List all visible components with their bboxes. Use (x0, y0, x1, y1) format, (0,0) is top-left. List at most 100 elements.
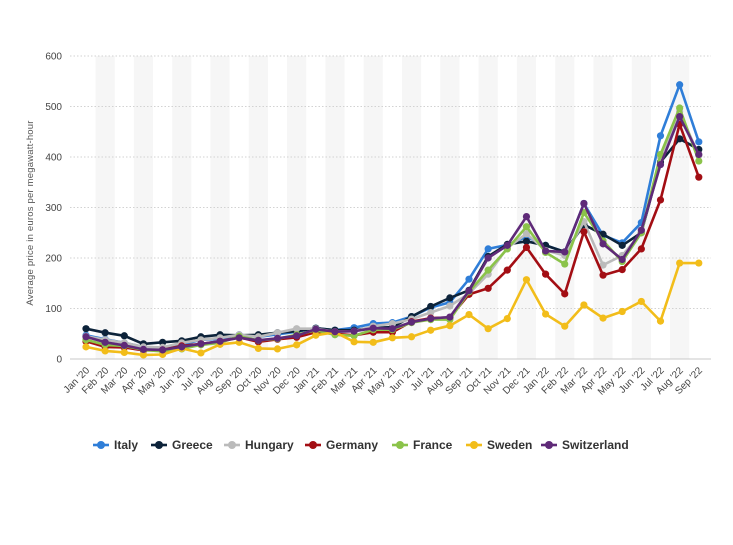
data-point[interactable] (388, 334, 396, 342)
data-point[interactable] (676, 113, 684, 121)
data-point[interactable] (407, 333, 416, 341)
data-point[interactable] (580, 228, 588, 236)
data-point[interactable] (273, 345, 282, 353)
legend-item-sweden[interactable]: Sweden (466, 438, 532, 452)
data-point[interactable] (427, 315, 435, 323)
data-point[interactable] (427, 308, 435, 317)
data-point[interactable] (599, 271, 607, 279)
data-point[interactable] (522, 230, 531, 238)
data-point[interactable] (522, 212, 531, 221)
data-point[interactable] (101, 329, 109, 337)
data-point[interactable] (120, 341, 128, 349)
data-point[interactable] (522, 237, 531, 245)
data-point[interactable] (293, 341, 301, 349)
data-point[interactable] (503, 266, 511, 274)
data-point[interactable] (446, 313, 454, 321)
data-point[interactable] (618, 255, 626, 264)
data-point[interactable] (522, 276, 531, 284)
data-point[interactable] (484, 254, 492, 262)
data-point[interactable] (388, 325, 396, 333)
data-point[interactable] (407, 318, 416, 326)
data-point[interactable] (656, 132, 665, 140)
data-point[interactable] (273, 329, 282, 337)
data-point[interactable] (120, 348, 128, 357)
data-point[interactable] (254, 344, 262, 352)
data-point[interactable] (254, 336, 262, 344)
data-point[interactable] (522, 223, 531, 231)
data-point[interactable] (676, 104, 684, 112)
legend-item-germany[interactable]: Germany (305, 438, 378, 452)
data-point[interactable] (561, 248, 569, 256)
data-point[interactable] (139, 351, 148, 359)
legend-item-greece[interactable]: Greece (151, 438, 213, 452)
data-point[interactable] (695, 138, 703, 146)
legend-item-italy[interactable]: Italy (93, 438, 138, 452)
data-point[interactable] (159, 338, 167, 346)
data-point[interactable] (618, 266, 626, 274)
data-point[interactable] (427, 302, 435, 311)
data-point[interactable] (484, 325, 492, 333)
data-point[interactable] (465, 310, 473, 319)
data-point[interactable] (637, 226, 645, 234)
data-point[interactable] (331, 328, 339, 336)
data-point[interactable] (637, 245, 645, 253)
data-point[interactable] (197, 340, 205, 348)
data-point[interactable] (465, 275, 473, 283)
data-point[interactable] (350, 327, 358, 335)
data-point[interactable] (350, 338, 358, 346)
data-point[interactable] (312, 331, 320, 339)
data-point[interactable] (465, 287, 473, 295)
data-point[interactable] (484, 284, 492, 292)
data-point[interactable] (561, 260, 569, 268)
data-point[interactable] (695, 150, 703, 159)
data-point[interactable] (427, 326, 435, 334)
data-point[interactable] (522, 243, 531, 251)
legend-item-hungary[interactable]: Hungary (224, 438, 294, 452)
data-point[interactable] (82, 333, 90, 341)
data-point[interactable] (101, 338, 109, 346)
data-point[interactable] (695, 173, 703, 181)
data-point[interactable] (293, 332, 301, 340)
data-point[interactable] (637, 297, 645, 306)
data-point[interactable] (82, 325, 90, 333)
data-point[interactable] (542, 270, 550, 278)
data-point[interactable] (159, 346, 167, 354)
data-point[interactable] (503, 315, 511, 323)
data-point[interactable] (599, 261, 607, 269)
legend-item-switzerland[interactable]: Switzerland (541, 438, 629, 452)
data-point[interactable] (676, 81, 684, 89)
data-point[interactable] (656, 317, 665, 325)
data-point[interactable] (618, 241, 626, 249)
data-point[interactable] (369, 338, 377, 346)
data-point[interactable] (503, 241, 511, 249)
data-point[interactable] (676, 259, 684, 267)
legend-item-france[interactable]: France (392, 438, 453, 452)
data-point[interactable] (178, 343, 186, 351)
data-point[interactable] (101, 347, 109, 355)
data-point[interactable] (599, 240, 607, 248)
data-point[interactable] (695, 259, 703, 267)
data-point[interactable] (656, 160, 665, 169)
data-point[interactable] (676, 135, 684, 143)
data-point[interactable] (599, 314, 607, 322)
data-point[interactable] (484, 266, 492, 274)
data-point[interactable] (580, 301, 588, 309)
data-point[interactable] (542, 247, 550, 255)
data-point[interactable] (656, 196, 665, 204)
data-point[interactable] (695, 157, 703, 165)
data-point[interactable] (216, 337, 224, 345)
data-point[interactable] (82, 343, 90, 351)
data-point[interactable] (293, 325, 301, 333)
data-point[interactable] (273, 334, 282, 342)
data-point[interactable] (197, 349, 205, 357)
data-point[interactable] (369, 324, 377, 332)
data-point[interactable] (446, 294, 454, 302)
data-point[interactable] (656, 150, 665, 159)
data-point[interactable] (561, 322, 569, 330)
data-point[interactable] (484, 245, 492, 253)
data-point[interactable] (446, 302, 454, 310)
data-point[interactable] (139, 345, 148, 354)
data-point[interactable] (235, 334, 243, 342)
data-point[interactable] (312, 325, 320, 333)
data-point[interactable] (542, 310, 550, 318)
